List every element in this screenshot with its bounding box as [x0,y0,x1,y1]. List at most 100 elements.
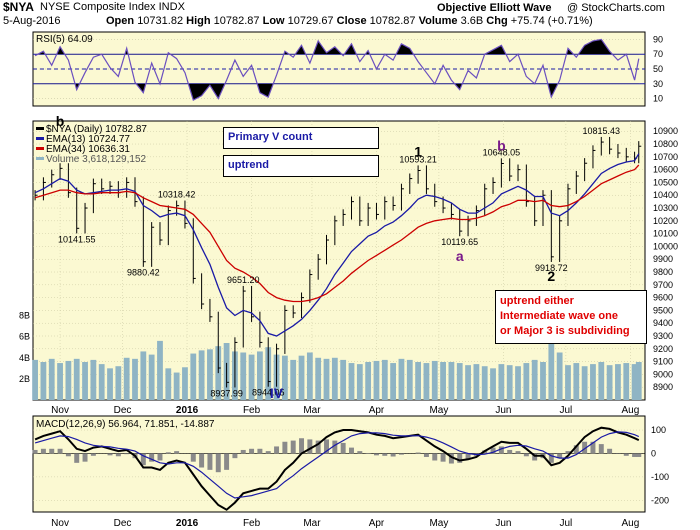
macd-histogram-bar [199,453,205,468]
macd-histogram-bar [373,453,379,456]
macd-histogram-bar [165,452,171,454]
volume-bar [65,360,72,400]
macd-title: MACD(12,26,9) 56.964, 71.851, -14.887 [36,419,215,430]
volume-bar [465,365,471,400]
price-ytick-label: 9200 [653,344,673,354]
volume-bar [82,362,88,400]
price-ytick-label: 9300 [653,331,673,341]
legend-price-swatch [36,127,44,130]
high-value: 10782.87 [213,15,260,27]
macd-histogram-bar [440,453,446,462]
macd-histogram-bar [315,440,321,454]
macd-ytick-label: 0 [651,448,656,458]
xtick-label-lower: Jul [559,518,572,529]
volume-bar [315,357,322,400]
volume-bar [365,362,372,400]
volume-bar [73,358,80,400]
volume-bar [531,359,538,400]
macd-histogram-bar [257,448,263,454]
xtick-label-lower: 2016 [176,518,199,529]
macd-histogram-bar [423,453,429,457]
macd-histogram-bar [357,451,363,454]
volume-bar [48,358,55,400]
macd-histogram-bar [224,453,230,470]
volume-value: 3.6B [460,15,484,27]
macd-line [34,426,640,511]
rsi-ytick-label: 10 [653,94,663,104]
volume-bar [515,366,521,400]
macd-histogram-bar [40,448,46,454]
low-label: Low [262,15,285,27]
scenario-note-box: uptrend either Intermediate wave one or … [495,290,647,344]
macd-histogram-bar [523,453,529,457]
price-ytick-label: 9800 [653,267,673,277]
open-value: 10731.82 [137,15,184,27]
volume-bar [40,362,47,400]
xtick-label-upper: Mar [303,405,321,416]
legend-volume: Volume 3,618,129,152 [46,154,147,165]
volume-bar [165,368,172,400]
xtick-label-upper: Aug [622,405,640,416]
volume-bar [356,364,363,400]
price-ytick-label: 10600 [653,165,678,175]
volume-bar [565,365,571,400]
volume-bar [290,359,297,400]
macd-histogram-bar [607,448,613,454]
xtick-label-upper: Dec [114,405,132,416]
volume-bar [348,363,355,400]
volume-bar [90,359,97,400]
volume-bar [190,353,197,400]
legend-volume-swatch [36,157,44,160]
macd-histogram-bar [582,441,588,454]
macd-histogram-bar [623,453,629,456]
chg-label: Chg [486,15,508,27]
macd-histogram-bar [465,453,471,460]
macd-histogram-bar [149,453,155,462]
macd-histogram-bar [157,453,163,461]
xtick-label-lower: Feb [243,518,261,529]
price-ytick-label: 10900 [653,126,678,136]
xtick-label-lower: Aug [622,518,640,529]
macd-histogram-bar [382,453,388,456]
volume-bar [581,366,588,400]
volume-bar [140,351,147,400]
xtick-label-lower: Jun [495,518,511,529]
macd-ytick-label: -200 [651,495,669,505]
macd-histogram-bar [532,453,538,461]
macd-histogram-bar [90,453,96,456]
macd-histogram-bar [107,453,113,456]
volume-bar [506,365,513,400]
macd-histogram-bar [415,452,421,454]
close-label: Close [336,15,367,27]
price-annotation: 10648.05 [483,147,521,157]
macd-signal-line [34,431,640,499]
volume-ytick-label: 4B [19,353,30,363]
xtick-label-lower: Dec [114,518,132,529]
macd-histogram-bar [32,449,38,454]
macd-histogram-bar [557,453,563,459]
exchange-text: INDX [158,1,185,13]
volume-bar [207,349,213,400]
macd-histogram-bar [632,453,638,457]
price-annotation: 9918.72 [535,263,568,273]
wave-label: b [56,113,65,129]
rsi-ytick-label: 30 [653,79,663,89]
header-symbol: $NYA [3,0,34,14]
macd-histogram-bar [49,448,55,454]
rsi-panel: 10 30 50 70 90 RSI(5) 64.09 [32,31,663,107]
low-value: 10729.67 [287,15,334,27]
price-ytick-label: 9500 [653,305,673,315]
open-label: Open [106,15,135,27]
volume-bar [456,363,463,400]
header-quote: Open 10731.82 High 10782.87 Low 10729.67… [106,15,593,27]
note-line-3: or Major 3 is subdividing [500,325,630,337]
price-ytick-label: 9900 [653,254,673,264]
xtick-label-lower: May [429,518,448,529]
chg-value: +75.74 (+0.71%) [510,15,593,27]
volume-bar [157,340,163,400]
volume-bar [490,368,496,400]
volume-bar [248,354,255,400]
macd-histogram-bar [349,447,354,454]
volume-bar [590,364,596,400]
macd-histogram-bar [124,453,130,455]
